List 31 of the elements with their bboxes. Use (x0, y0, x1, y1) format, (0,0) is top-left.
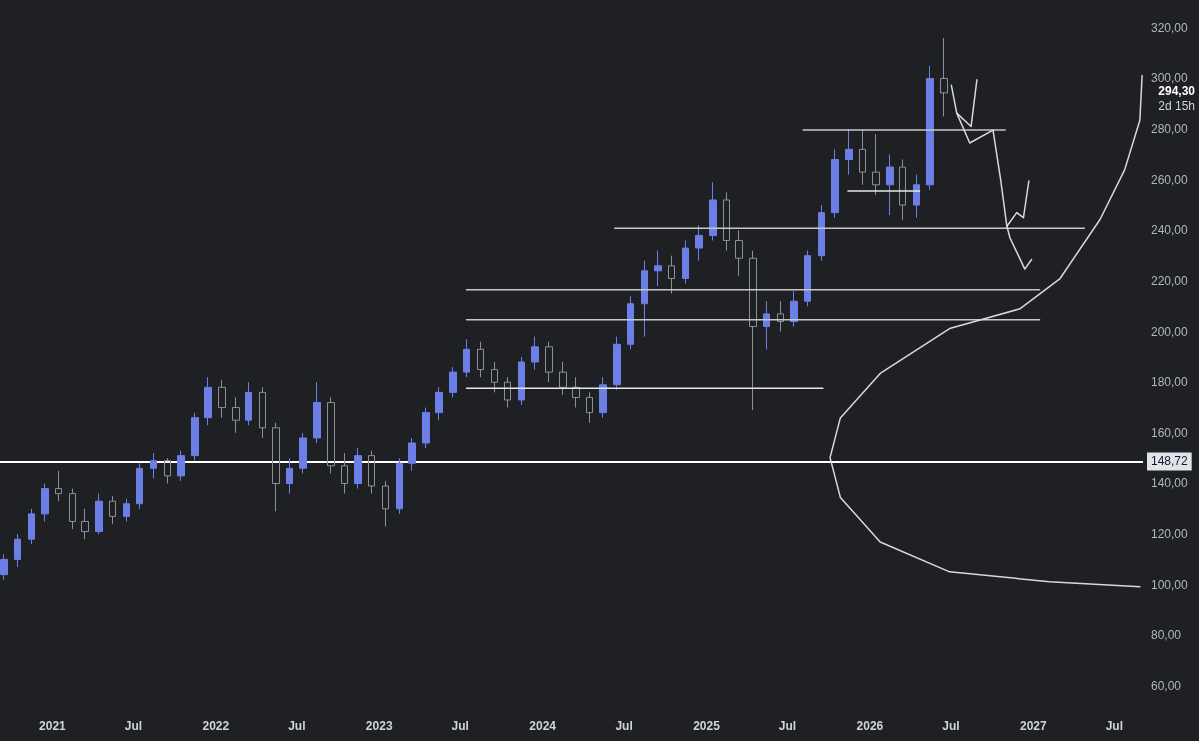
y-tick-label: 280,00 (1151, 122, 1189, 137)
y-tick-label: 140,00 (1151, 476, 1189, 491)
x-tick-label: Jul (124, 719, 143, 733)
x-tick-label: 2026 (856, 719, 884, 733)
y-tick-label: 180,00 (1151, 375, 1189, 390)
y-tick-label: 80,00 (1151, 628, 1182, 643)
x-tick-label: 2022 (202, 719, 230, 733)
x-tick-label: Jul (288, 719, 306, 733)
x-tick-label: Jul (1105, 719, 1124, 733)
ref-line-label: 148,72 (1151, 454, 1189, 469)
y-tick-label: 260,00 (1151, 172, 1189, 187)
x-tick-label: Jul (615, 719, 633, 733)
y-tick-label: 240,00 (1151, 223, 1189, 238)
x-tick-label: Jul (451, 719, 469, 733)
text: 294,30 (1158, 83, 1196, 98)
x-tick-label: 2025 (693, 719, 721, 733)
y-tick-label: 60,00 (1151, 679, 1182, 693)
x-tick-label: Jul (942, 719, 960, 733)
x-tick-label: 2023 (365, 719, 393, 733)
x-tick-label: 2021 (39, 719, 67, 733)
y-tick-label: 100,00 (1151, 577, 1189, 592)
y-tick-label: 160,00 (1151, 425, 1189, 440)
text: 2d 15h (1158, 98, 1195, 113)
y-tick-label: 320,00 (1151, 20, 1189, 35)
y-tick-label: 120,00 (1151, 527, 1189, 542)
y-tick-label: 300,00 (1151, 71, 1189, 86)
x-tick-label: Jul (778, 719, 797, 733)
x-tick-label: 2024 (529, 719, 557, 733)
x-tick-label: 2027 (1019, 719, 1047, 733)
y-tick-label: 200,00 (1151, 324, 1189, 339)
y-tick-label: 220,00 (1151, 273, 1189, 288)
